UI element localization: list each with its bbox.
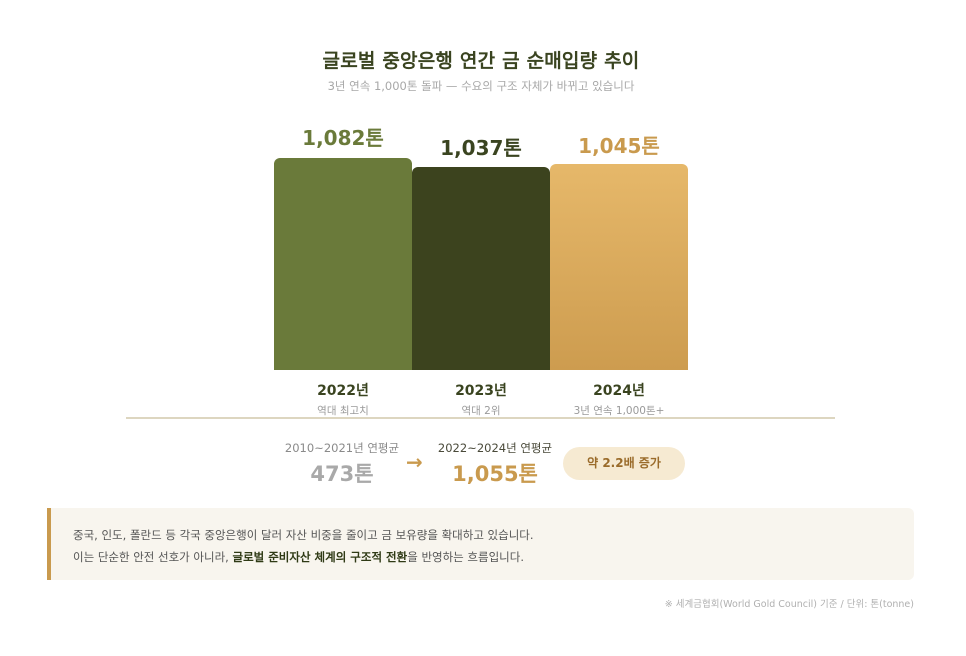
average-comparison: 2010~2021년 연평균 473톤 → 2022~2024년 연평균 1,0… <box>0 440 966 490</box>
x-axis-labels: 2022년 역대 최고치 2023년 역대 2위 2024년 3년 연속 1,0… <box>274 380 688 420</box>
bar-group-2024: 1,045톤 <box>550 110 688 370</box>
bar-group-2023: 1,037톤 <box>412 110 550 370</box>
insight-callout: 중국, 인도, 폴란드 등 각국 중앙은행이 달러 자산 비중을 줄이고 금 보… <box>47 508 914 580</box>
callout-line-2: 이는 단순한 안전 선호가 아니라, 글로벌 준비자산 체계의 구조적 전환을 … <box>73 546 914 568</box>
source-note: ※ 세계금협회(World Gold Council) 기준 / 단위: 톤(t… <box>664 599 914 610</box>
x-label-2022: 2022년 역대 최고치 <box>274 380 412 418</box>
x-label-2024: 2024년 3년 연속 1,000톤+ <box>550 380 688 418</box>
after-average-value: 1,055톤 <box>452 462 538 486</box>
bar-chart: 1,082톤 1,037톤 1,045톤 <box>274 110 688 370</box>
bar-2023 <box>412 167 550 370</box>
year-note: 역대 2위 <box>461 405 501 417</box>
chart-title: 글로벌 중앙은행 연간 금 순매입량 추이 <box>322 50 640 72</box>
year-label: 2024년 <box>593 383 645 399</box>
before-average: 2010~2021년 연평균 473톤 <box>272 440 412 488</box>
bar-group-2022: 1,082톤 <box>274 110 412 370</box>
year-label: 2022년 <box>317 383 369 399</box>
arrow-right-icon: → <box>406 450 423 474</box>
callout-line-1: 중국, 인도, 폴란드 등 각국 중앙은행이 달러 자산 비중을 줄이고 금 보… <box>73 528 534 542</box>
callout-highlight: 글로벌 준비자산 체계의 구조적 전환 <box>232 550 408 564</box>
bar-2024 <box>550 164 688 370</box>
year-label: 2023년 <box>455 383 507 399</box>
before-average-label: 2010~2021년 연평균 <box>284 441 400 455</box>
bar-value-label: 1,082톤 <box>302 126 384 150</box>
growth-badge: 약 2.2배 증가 <box>563 447 685 480</box>
after-average-label: 2022~2024년 연평균 <box>437 441 553 455</box>
bar-value-label: 1,037톤 <box>440 136 522 160</box>
year-note: 3년 연속 1,000톤+ <box>573 405 665 417</box>
chart-subtitle: 3년 연속 1,000톤 돌파 — 수요의 구조 자체가 바뀌고 있습니다 <box>327 79 635 93</box>
year-note: 역대 최고치 <box>317 405 369 417</box>
callout-text: 이는 단순한 안전 선호가 아니라, <box>73 550 233 564</box>
after-average: 2022~2024년 연평균 1,055톤 <box>425 440 565 488</box>
callout-text: 을 반영하는 흐름입니다. <box>407 550 524 564</box>
x-label-2023: 2023년 역대 2위 <box>412 380 550 418</box>
before-average-value: 473톤 <box>310 462 374 486</box>
bar-value-label: 1,045톤 <box>578 134 660 158</box>
divider <box>126 417 835 419</box>
bar-2022 <box>274 158 412 370</box>
